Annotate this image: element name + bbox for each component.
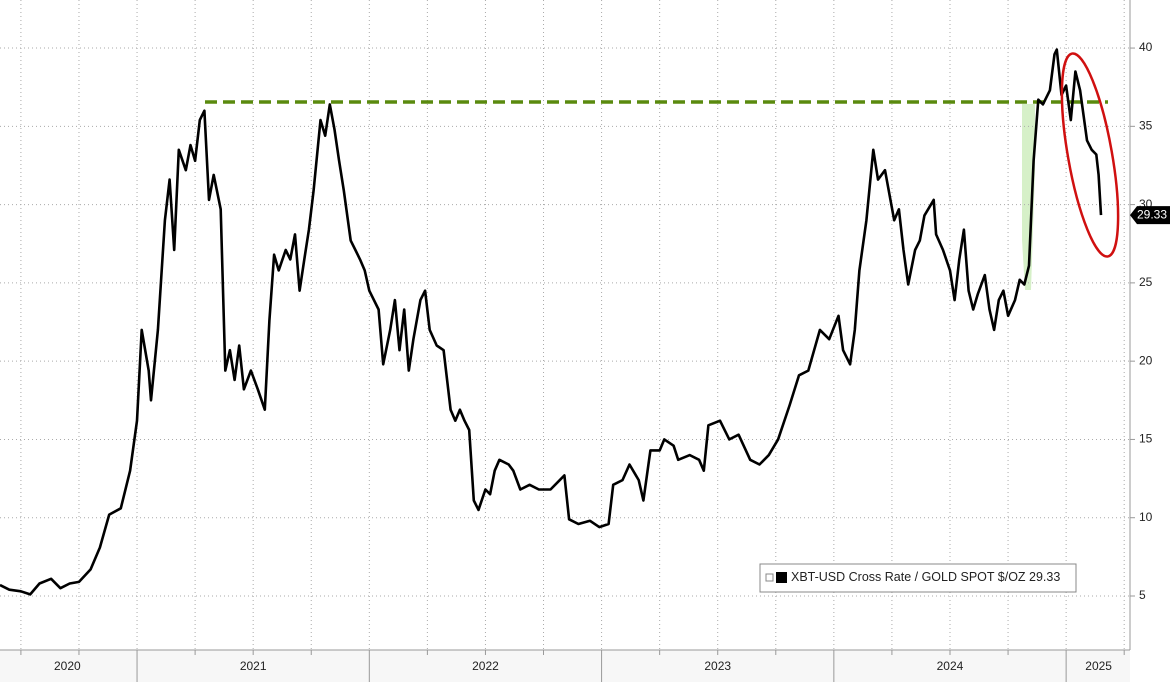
last-value-tag	[1130, 206, 1170, 225]
legend-toggle	[765, 573, 774, 582]
data-line	[0, 48, 1103, 596]
x-tick-label: 2021	[240, 659, 267, 673]
x-tick-label: 2022	[472, 659, 499, 673]
legend: XBT-USD Cross Rate / GOLD SPOT $/OZ 29.3…	[759, 563, 1077, 593]
y-tick-label: 35	[1139, 119, 1153, 133]
y-tick-label: 40	[1139, 40, 1153, 54]
last-value-label: 29.33	[1137, 207, 1167, 221]
highlight-shade	[1022, 104, 1035, 290]
y-tick-label: 25	[1139, 275, 1153, 289]
legend-name: XBT-USD Cross Rate / GOLD SPOT $/OZ	[791, 570, 1026, 584]
y-tick-label: 5	[1139, 588, 1146, 602]
y-tick-label: 10	[1139, 510, 1153, 524]
plot	[0, 48, 1103, 596]
x-tick-label: 2020	[54, 659, 81, 673]
legend-swatch	[776, 572, 787, 583]
y-tick-label: 20	[1139, 353, 1153, 367]
x-tick-label: 2023	[704, 659, 731, 673]
x-tick-label: 2024	[937, 659, 964, 673]
x-axis-band	[0, 650, 1130, 682]
legend-box	[759, 563, 1077, 593]
x-tick-label: 2025	[1085, 659, 1112, 673]
y-tick-label: 15	[1139, 432, 1153, 446]
legend-label: XBT-USD Cross Rate / GOLD SPOT $/OZ 29.3…	[791, 570, 1060, 584]
legend-value: 29.33	[1029, 570, 1060, 584]
grid	[0, 0, 1130, 650]
highlight-ellipse	[1060, 52, 1120, 258]
